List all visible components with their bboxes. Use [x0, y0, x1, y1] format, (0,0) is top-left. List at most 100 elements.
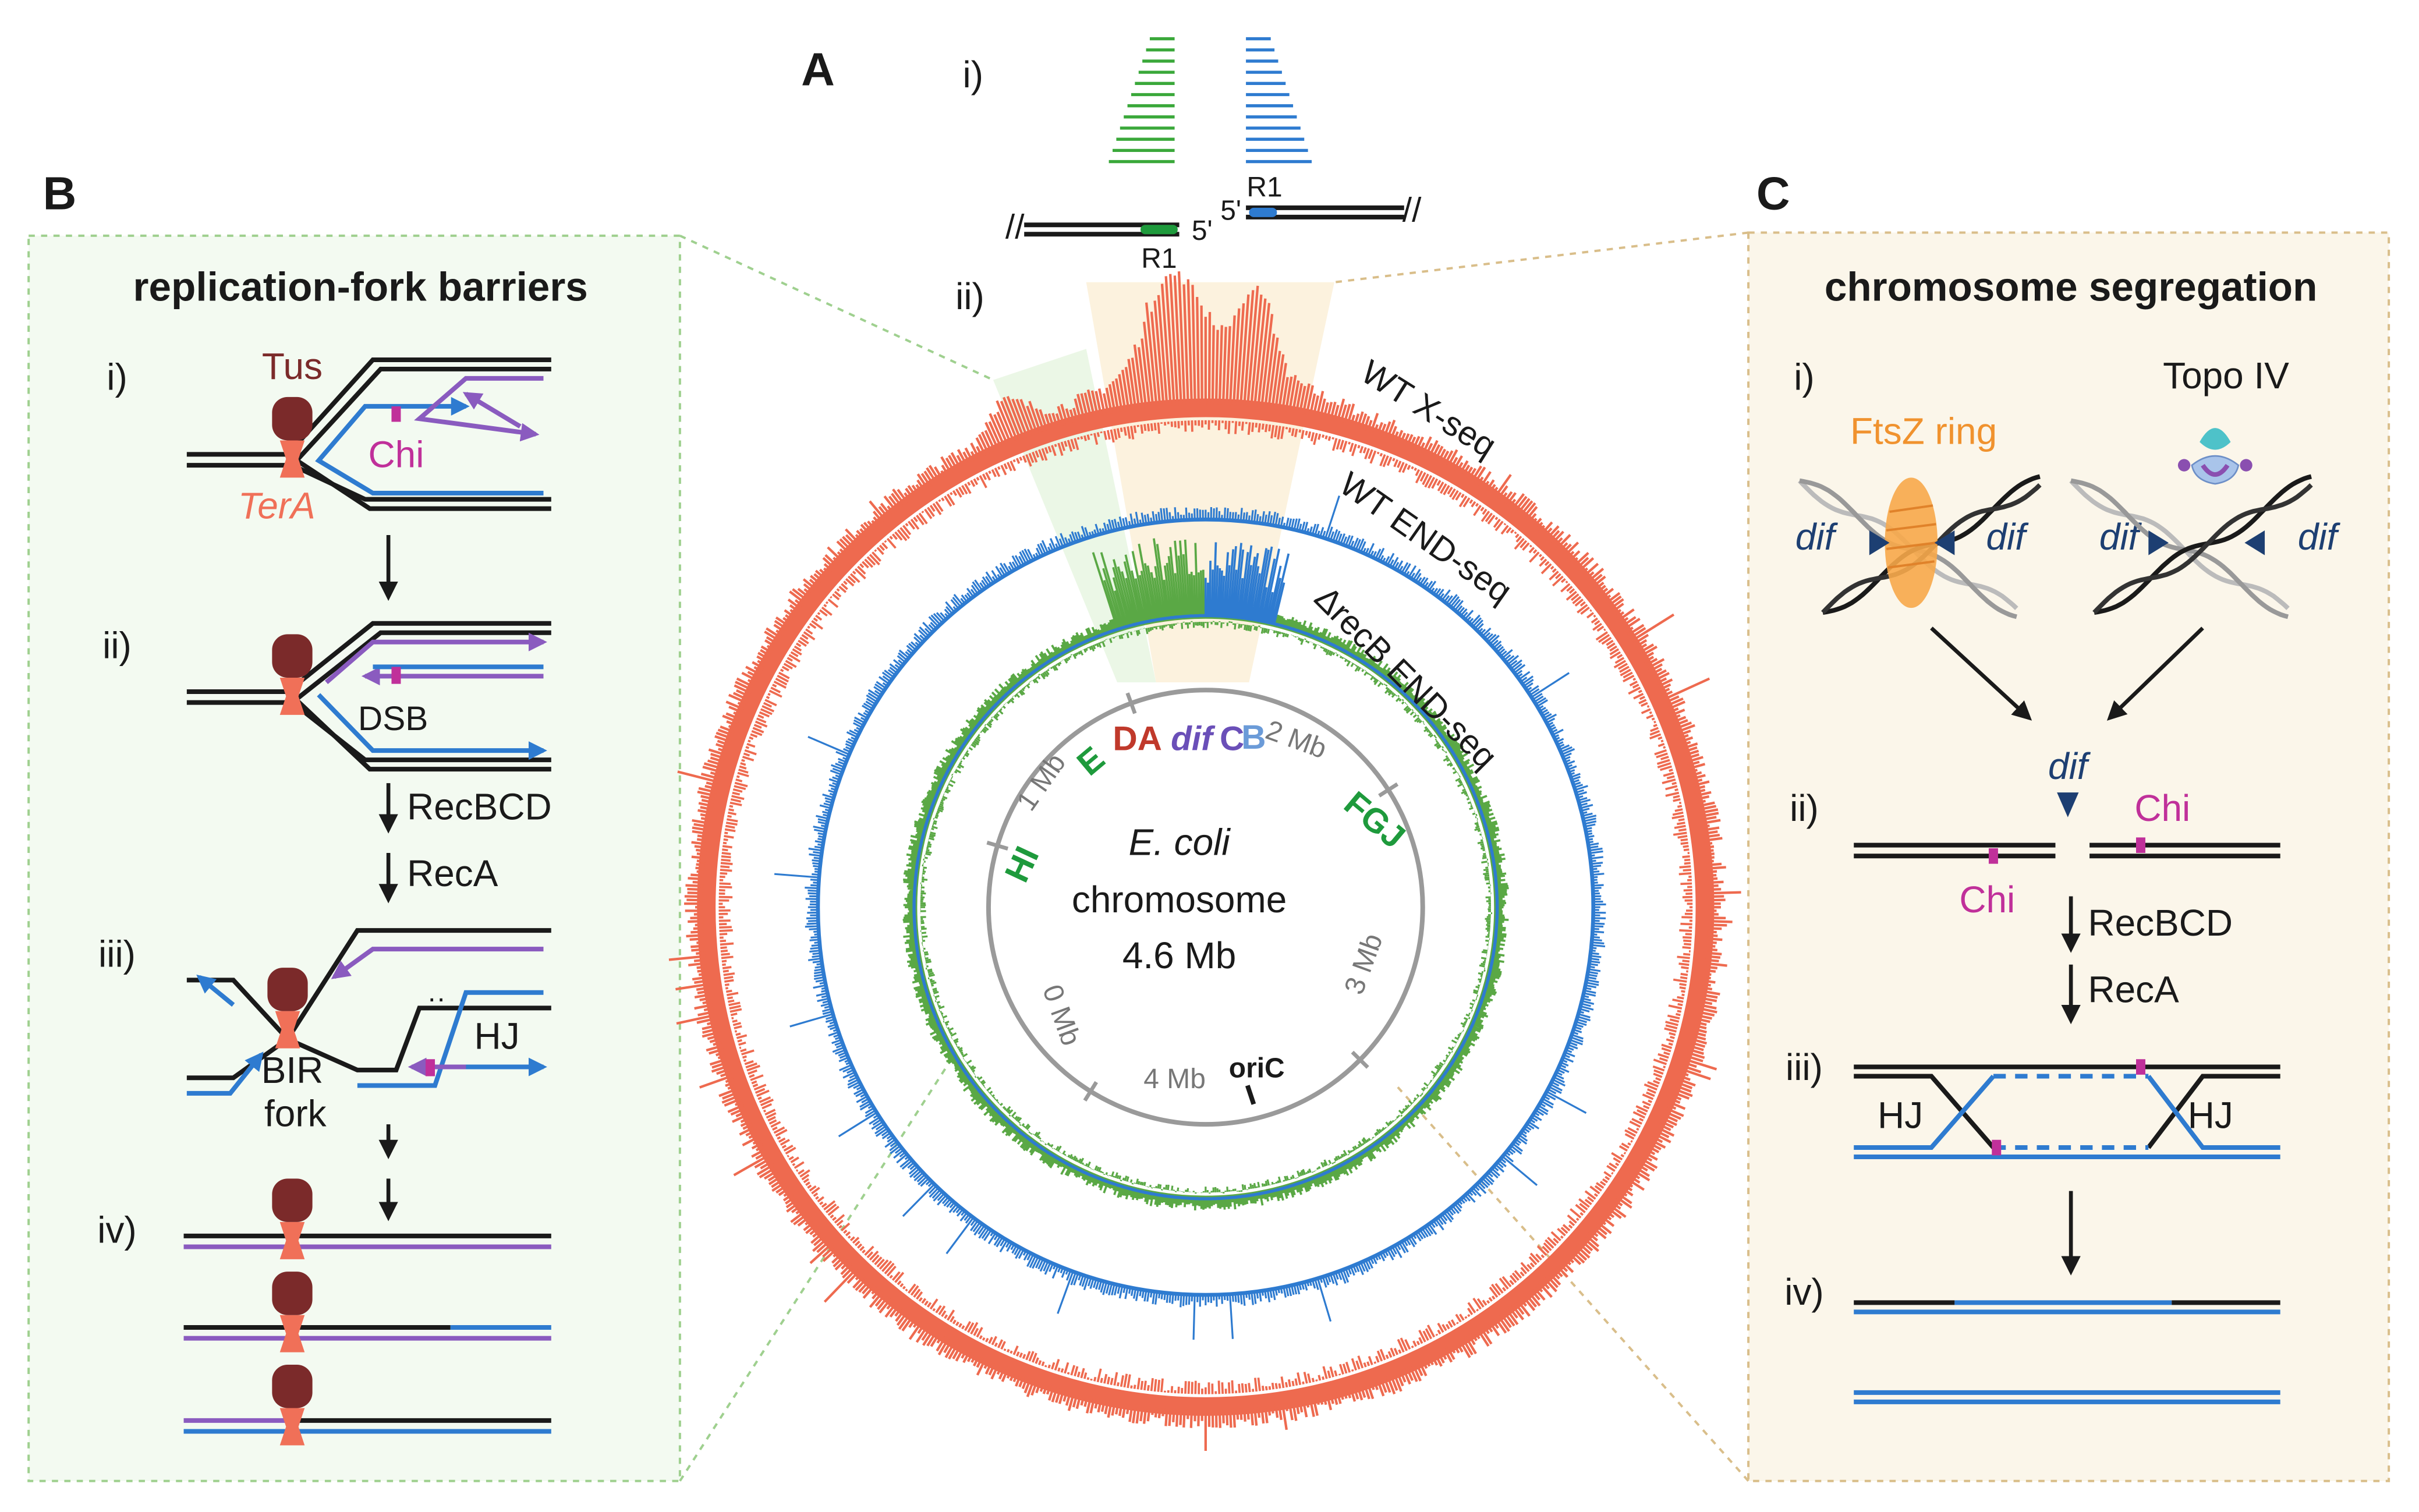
panel-boxes-part — [679, 235, 994, 381]
segregation-diagrams-part — [2200, 428, 2231, 450]
segregation-diagrams-part — [2147, 1075, 2280, 1150]
fork-diagrams-part — [324, 632, 547, 684]
segregation-diagrams — [1798, 428, 2313, 1404]
junction-label: HJ — [2188, 1094, 2233, 1136]
segregation-diagrams-part-part — [2069, 479, 2290, 610]
genome-tracks — [668, 271, 1741, 1451]
fork-diagrams-part-part — [272, 1364, 313, 1408]
fork-diagrams-part — [186, 357, 551, 457]
step-label: i) — [107, 356, 127, 398]
dif-label: dif — [1795, 516, 1839, 558]
chi-label: Chi — [2134, 787, 2190, 829]
end-label: 5' — [1192, 215, 1213, 246]
step-label: ii) — [955, 275, 984, 317]
origin-label: oriC — [1229, 1053, 1285, 1084]
reads-diagram-part — [1249, 207, 1277, 217]
panel-boxes-part — [27, 234, 681, 1482]
segregation-diagrams-part — [2240, 459, 2252, 472]
genome-map-part — [1083, 1081, 1098, 1102]
reads-diagram-part: // — [1005, 208, 1025, 246]
fork-diagrams-part — [186, 621, 551, 694]
fork-diagrams-part — [286, 690, 551, 772]
genome-tracks-part — [774, 495, 1606, 1340]
panel-title: replication-fork barriers — [133, 264, 588, 309]
step-label: iii) — [1786, 1046, 1823, 1088]
panel-label: A — [801, 43, 835, 95]
segregation-diagrams-part-part — [1889, 504, 1933, 513]
center-label: chromosome — [1072, 879, 1287, 920]
segregation-diagrams-part — [1886, 504, 1936, 569]
segregation-diagrams-part — [1854, 1074, 1995, 1149]
panel-boxes-part — [679, 1054, 956, 1482]
genome-tracks-part — [912, 542, 1499, 1201]
fork-diagrams-part-part — [279, 677, 305, 715]
genome-map — [986, 688, 1425, 1127]
fork-diagrams-part-part — [279, 1221, 305, 1259]
genome-map-part — [986, 840, 1009, 851]
fork-label: BIR — [261, 1049, 324, 1091]
fork-diagrams-part — [196, 975, 235, 1007]
panel-label: B — [43, 167, 77, 219]
site-label: FGJ — [1337, 784, 1412, 856]
segregation-diagrams-part — [1854, 1074, 1995, 1150]
step-label: iii) — [98, 933, 136, 975]
genome-tracks-part — [718, 420, 1693, 1394]
panel-c-text: C chromosome segregation i) ii) iii) iv)… — [1756, 167, 2341, 1313]
enzyme-label: RecA — [407, 852, 498, 894]
chi-label: Chi — [1959, 879, 2015, 920]
fork-diagrams: ·· — [183, 357, 551, 1446]
fork-diagrams-part — [462, 392, 522, 429]
segregation-diagrams-part — [2147, 1074, 2280, 1149]
fork-diagrams-part-part — [279, 440, 305, 478]
fork-diagrams-part — [317, 693, 547, 760]
segregation-diagrams-part — [1869, 530, 1890, 555]
step-label: ii) — [102, 624, 132, 666]
break-label: DSB — [358, 700, 428, 738]
site-label: TerA — [238, 485, 316, 527]
enzyme-label: RecBCD — [407, 785, 552, 827]
site-label: E — [1070, 739, 1112, 783]
primer-label: R1 — [1246, 172, 1282, 203]
fork-diagrams-part-part — [275, 1011, 300, 1049]
genome-map-part — [1378, 782, 1399, 798]
chi-label: Chi — [369, 434, 424, 476]
reads-diagram: // // — [1005, 37, 1422, 246]
segregation-diagrams-part-part — [2070, 478, 2289, 619]
site-label: dif — [1171, 720, 1216, 758]
panel-boxes-part — [1747, 231, 2390, 1482]
site-label: DA — [1113, 720, 1162, 758]
fork-diagrams-part-part — [267, 968, 308, 1011]
reads-diagram-part: // — [1402, 191, 1422, 229]
segregation-diagrams-part — [2201, 463, 2230, 477]
segregation-diagrams-part-part — [1886, 541, 1936, 550]
fork-diagrams-part-part — [272, 1178, 313, 1222]
junction-label: HJ — [1878, 1094, 1923, 1136]
segregation-diagrams-part — [2057, 792, 2079, 817]
segregation-diagrams-part-part — [2092, 483, 2313, 614]
genome-tracks-part — [697, 398, 1715, 1416]
position-label: 3 Mb — [1338, 930, 1389, 998]
position-label: 4 Mb — [1143, 1064, 1206, 1095]
genome-tracks-part — [920, 621, 1493, 1194]
fork-diagrams-part-part — [279, 1315, 305, 1352]
genome-map-part — [1351, 1050, 1369, 1069]
panel-boxes-part — [1395, 1085, 1749, 1482]
segregation-diagrams-part-part — [1886, 523, 1936, 532]
segregation-diagrams-part — [2106, 626, 2204, 721]
enzyme-label: RecA — [2088, 969, 2179, 1011]
genome-map-part — [986, 688, 1425, 1127]
step-label: i) — [1794, 356, 1814, 398]
fork-diagrams-part — [331, 947, 544, 979]
segregation-diagrams-part — [1934, 530, 1955, 555]
step-label: iv) — [1784, 1271, 1823, 1313]
reads-diagram-part — [1140, 225, 1178, 235]
reads-diagram-part — [1108, 37, 1312, 164]
genome-tracks-part — [668, 271, 1741, 1451]
end-label: 5' — [1220, 196, 1241, 226]
segregation-diagrams-part-part — [1887, 560, 1935, 569]
fork-diagrams-part-part — [272, 634, 313, 678]
genome-map-part — [1125, 692, 1137, 714]
primer-label: R1 — [1141, 243, 1177, 274]
segregation-diagrams-part — [2244, 530, 2265, 555]
topo-label: Topo IV — [2163, 355, 2289, 396]
